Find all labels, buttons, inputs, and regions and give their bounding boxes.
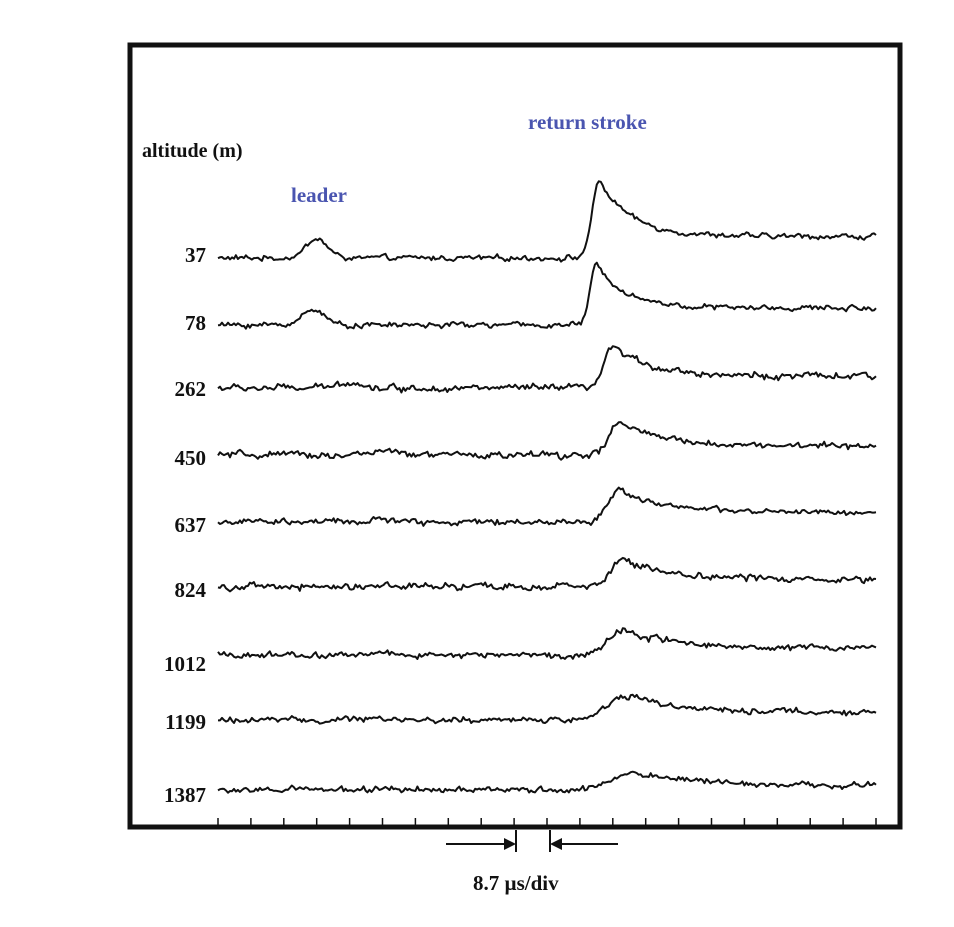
altitude-label: 37 <box>185 243 206 267</box>
waveform-traces <box>217 180 877 794</box>
altitude-label: 1199 <box>165 710 206 734</box>
trace-altitude-37 <box>217 180 877 263</box>
altitude-label: 824 <box>175 578 207 602</box>
trace-altitude-824 <box>217 556 877 593</box>
altitude-label: 78 <box>185 311 206 335</box>
trace-altitude-637 <box>217 486 877 527</box>
trace-altitude-78 <box>217 261 877 330</box>
altitude-label: 1387 <box>164 783 206 807</box>
time-scale-marker <box>446 830 618 852</box>
trace-altitude-1012 <box>217 627 877 660</box>
altitude-label: 450 <box>175 446 207 470</box>
altitude-labels: 37 78 262 450 637 824 1012 1199 1387 <box>164 243 207 807</box>
altitude-label: 262 <box>175 377 207 401</box>
annotation-leader: leader <box>291 183 347 207</box>
x-axis-ticks <box>217 818 877 826</box>
y-axis-label: altitude (m) <box>142 140 243 162</box>
annotation-return-stroke: return stroke <box>528 110 647 134</box>
altitude-label: 1012 <box>164 652 206 676</box>
time-scale-label: 8.7 µs/div <box>473 871 559 895</box>
trace-altitude-1199 <box>218 693 877 725</box>
plot-frame <box>127 42 903 830</box>
altitude-label: 637 <box>175 513 207 537</box>
trace-altitude-1387 <box>217 770 877 794</box>
trace-altitude-450 <box>217 421 877 461</box>
trace-altitude-262 <box>217 345 877 394</box>
